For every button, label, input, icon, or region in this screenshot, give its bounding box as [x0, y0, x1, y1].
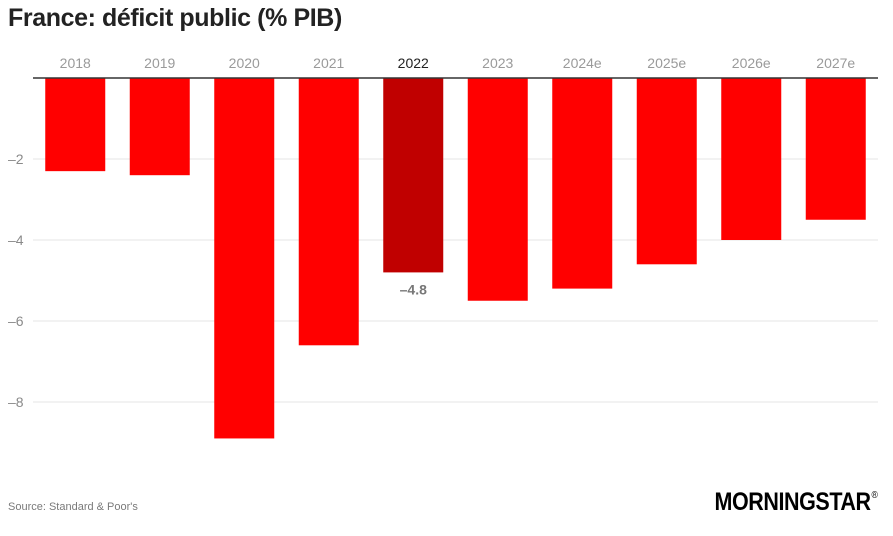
x-category-label: 2022	[398, 55, 429, 71]
x-category-label: 2018	[60, 55, 91, 71]
bar	[298, 78, 359, 346]
source-note: Source: Standard & Poor's	[8, 501, 138, 513]
bar	[805, 78, 866, 220]
bar	[45, 78, 106, 172]
logo-text: MORNINGSTAR	[714, 488, 871, 516]
x-category-label: 2019	[144, 55, 175, 71]
y-tick-label: –2	[8, 151, 24, 167]
morningstar-logo: MORNINGSTAR®	[714, 488, 877, 517]
bar	[721, 78, 782, 240]
x-category-label: 2026e	[732, 55, 771, 71]
x-category-label: 2025e	[647, 55, 686, 71]
registered-mark: ®	[871, 490, 877, 501]
chart-title: France: déficit public (% PIB)	[8, 4, 342, 32]
bar	[467, 78, 528, 301]
data-label: –4.8	[400, 281, 427, 297]
x-category-label: 2021	[313, 55, 344, 71]
x-category-label: 2027e	[816, 55, 855, 71]
bar	[552, 78, 613, 289]
x-category-label: 2023	[482, 55, 513, 71]
x-category-label: 2020	[229, 55, 260, 71]
y-tick-label: –4	[8, 232, 24, 248]
x-category-label: 2024e	[563, 55, 602, 71]
bar	[129, 78, 190, 176]
y-tick-label: –8	[8, 394, 24, 410]
y-tick-label: –6	[8, 313, 24, 329]
bar	[214, 78, 275, 439]
bar	[383, 78, 444, 273]
bar	[636, 78, 697, 265]
